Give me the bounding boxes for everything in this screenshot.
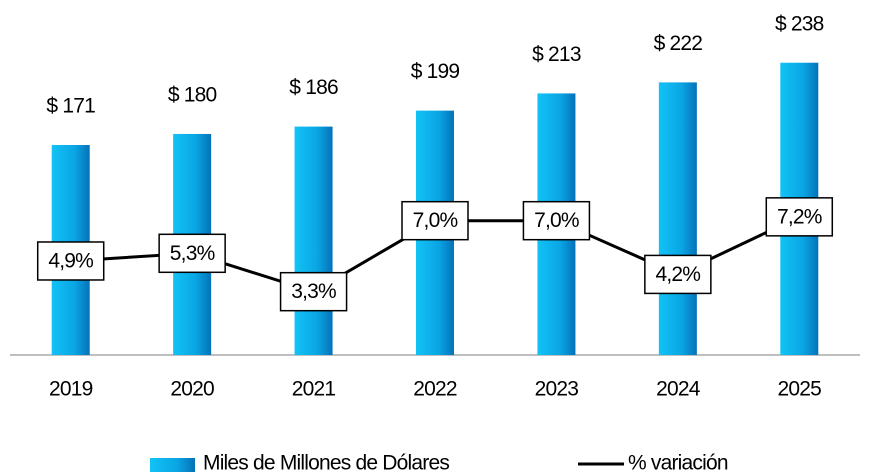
data-label: 3,3% xyxy=(291,280,336,303)
data-label: 7,2% xyxy=(777,205,822,228)
data-label: $ 222 xyxy=(654,32,703,55)
x-tick-label: 2021 xyxy=(292,378,336,401)
data-label: $ 213 xyxy=(532,43,581,66)
data-label: $ 186 xyxy=(289,76,338,99)
x-tick-label: 2020 xyxy=(170,378,214,401)
legend-label: Miles de Millones de Dólares xyxy=(203,452,449,472)
data-label: 7,0% xyxy=(413,209,458,232)
data-label: $ 199 xyxy=(411,60,460,83)
legend-label: % variación xyxy=(628,452,728,472)
data-label: 5,3% xyxy=(170,242,215,265)
data-label: 7,0% xyxy=(534,209,579,232)
data-label: $ 180 xyxy=(168,84,217,107)
data-label: 4,2% xyxy=(656,263,701,286)
label-box xyxy=(522,200,591,241)
bar xyxy=(658,82,697,355)
label-box xyxy=(36,241,105,281)
x-tick-label: 2022 xyxy=(413,378,457,401)
label-box xyxy=(765,197,834,237)
x-tick-label: 2025 xyxy=(778,378,822,401)
data-label: $ 238 xyxy=(775,12,824,35)
label-box xyxy=(401,200,469,241)
label-box xyxy=(644,254,712,295)
x-tick-label: 2019 xyxy=(49,378,93,401)
legend-swatch xyxy=(150,458,195,472)
data-label: 4,9% xyxy=(48,250,93,273)
bar xyxy=(294,126,333,355)
data-label: $ 171 xyxy=(46,95,95,118)
label-box xyxy=(158,233,226,274)
x-tick-label: 2023 xyxy=(535,378,579,401)
x-tick-label: 2024 xyxy=(656,378,701,401)
label-box xyxy=(279,271,348,312)
